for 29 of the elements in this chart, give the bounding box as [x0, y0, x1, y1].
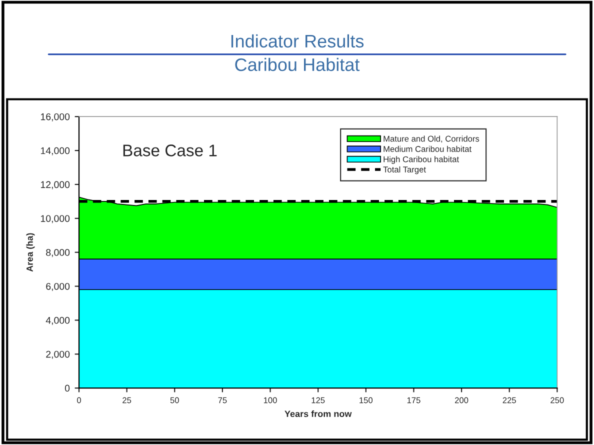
x-tick-label: 125 — [312, 397, 325, 404]
x-tick-label: 200 — [455, 397, 468, 404]
x-tick-label: 150 — [360, 397, 373, 404]
y-tick-label: 10,000 — [40, 215, 70, 224]
legend-label: Total Target — [383, 166, 426, 174]
y-tick-label: 8,000 — [46, 249, 70, 258]
x-tick-label: 250 — [550, 397, 564, 404]
legend-label: High Caribou habitat — [384, 156, 459, 164]
x-tick-label: 100 — [264, 397, 277, 404]
legend-label: Medium Caribou habitat — [384, 146, 472, 152]
y-tick-label: 12,000 — [40, 181, 70, 190]
y-tick-label: 2,000 — [46, 350, 70, 359]
y-tick-label: 0 — [64, 384, 70, 392]
y-tick-label: 6,000 — [46, 282, 70, 292]
legend-label: Mature and Old, Corridors — [384, 136, 480, 143]
x-tick-label: 225 — [502, 397, 516, 404]
x-axis-title: Years from now — [284, 410, 352, 418]
chart-title: Indicator Results — [231, 34, 364, 48]
x-tick-label: 175 — [407, 397, 420, 404]
y-tick-label: 14,000 — [40, 147, 70, 156]
y-tick-label: 4,000 — [46, 316, 70, 325]
x-tick-label: 25 — [122, 397, 132, 404]
x-tick-label: 0 — [77, 397, 81, 404]
annotation: Base Case 1 — [123, 144, 217, 156]
y-tick-label: 16,000 — [40, 113, 70, 122]
y-axis-title: Area (ha) — [26, 233, 35, 272]
x-tick-label: 50 — [170, 397, 179, 404]
chart-subtitle: Caribou Habitat — [235, 58, 360, 72]
x-tick-label: 75 — [218, 397, 227, 404]
